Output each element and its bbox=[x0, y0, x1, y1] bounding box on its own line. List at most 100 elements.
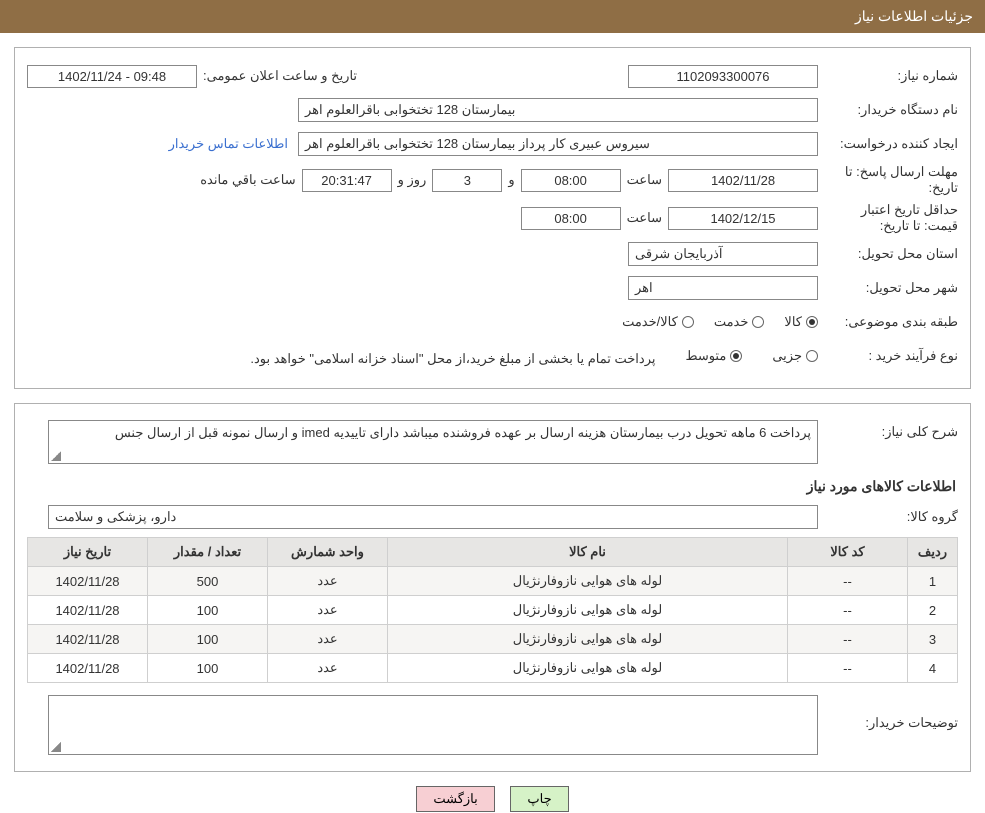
remaining-label: ساعت باقي مانده bbox=[200, 172, 295, 188]
th-row: ردیف bbox=[908, 538, 958, 567]
cat-service-option[interactable]: خدمت bbox=[714, 314, 765, 330]
table-cell: لوله های هوایی نازوفارنژیال bbox=[388, 625, 788, 654]
announce-field: 09:48 - 1402/11/24 bbox=[27, 65, 197, 88]
page-header: جزئیات اطلاعات نیاز bbox=[0, 0, 985, 33]
row-process: نوع فرآیند خرید : جزیی متوسط پرداخت تمام… bbox=[27, 342, 958, 370]
row-requester: ایجاد کننده درخواست: سیروس عبیری کار پرد… bbox=[27, 130, 958, 158]
table-cell: 1402/11/28 bbox=[28, 625, 148, 654]
proc-medium-option[interactable]: متوسط bbox=[685, 348, 742, 364]
row-validity: حداقل تاریخ اعتبار قیمت: تا تاریخ: 1402/… bbox=[27, 202, 958, 234]
buyer-org-label: نام دستگاه خریدار: bbox=[818, 102, 958, 118]
goods-section-title: اطلاعات کالاهای مورد نیاز bbox=[29, 478, 956, 495]
table-cell: -- bbox=[788, 596, 908, 625]
row-deadline: مهلت ارسال پاسخ: تا تاریخ: 1402/11/28 سا… bbox=[27, 164, 958, 196]
buyer-contact-link[interactable]: اطلاعات تماس خریدار bbox=[169, 136, 288, 152]
process-radio-group: جزیی متوسط bbox=[685, 348, 818, 364]
table-row: 1--لوله های هوایی نازوفارنژیالعدد5001402… bbox=[28, 567, 958, 596]
print-button[interactable]: چاپ bbox=[510, 786, 568, 812]
buyer-notes-label: توضیحات خریدار: bbox=[818, 695, 958, 731]
cat-both-option[interactable]: کالا/خدمت bbox=[622, 314, 694, 330]
table-cell: -- bbox=[788, 625, 908, 654]
table-row: 2--لوله های هوایی نازوفارنژیالعدد1001402… bbox=[28, 596, 958, 625]
city-field: اهر bbox=[628, 276, 818, 300]
deadline-time-field: 08:00 bbox=[521, 169, 621, 192]
table-cell: 3 bbox=[908, 625, 958, 654]
table-cell: -- bbox=[788, 654, 908, 683]
proc-medium-label: متوسط bbox=[685, 348, 726, 364]
proc-partial-label: جزیی bbox=[772, 348, 802, 364]
table-cell: لوله های هوایی نازوفارنژیال bbox=[388, 654, 788, 683]
page-title: جزئیات اطلاعات نیاز bbox=[855, 8, 973, 24]
process-note: پرداخت تمام یا بخشی از مبلغ خرید،از محل … bbox=[250, 351, 655, 367]
resize-handle-icon[interactable] bbox=[51, 742, 61, 752]
proc-partial-option[interactable]: جزیی bbox=[772, 348, 818, 364]
table-row: 3--لوله های هوایی نازوفارنژیالعدد1001402… bbox=[28, 625, 958, 654]
table-body: 1--لوله های هوایی نازوفارنژیالعدد5001402… bbox=[28, 567, 958, 683]
row-province: استان محل تحویل: آذربایجان شرقی bbox=[27, 240, 958, 268]
group-field: دارو، پزشکی و سلامت bbox=[48, 505, 818, 529]
row-need-number: شماره نیاز: 1102093300076 تاریخ و ساعت ا… bbox=[27, 62, 958, 90]
table-cell: 100 bbox=[148, 654, 268, 683]
th-name: نام کالا bbox=[388, 538, 788, 567]
row-group: گروه کالا: دارو، پزشکی و سلامت bbox=[27, 503, 958, 531]
table-cell: 100 bbox=[148, 625, 268, 654]
need-number-label: شماره نیاز: bbox=[818, 68, 958, 84]
th-qty: تعداد / مقدار bbox=[148, 538, 268, 567]
table-cell: 4 bbox=[908, 654, 958, 683]
table-cell: عدد bbox=[268, 654, 388, 683]
row-summary: شرح کلی نیاز: پرداخت 6 ماهه تحویل درب بی… bbox=[27, 420, 958, 464]
time-label-2: ساعت bbox=[627, 210, 662, 226]
countdown-field: 20:31:47 bbox=[302, 169, 392, 192]
table-cell: 1402/11/28 bbox=[28, 596, 148, 625]
main-info-panel: شماره نیاز: 1102093300076 تاریخ و ساعت ا… bbox=[14, 47, 971, 389]
table-cell: لوله های هوایی نازوفارنژیال bbox=[388, 567, 788, 596]
table-cell: 2 bbox=[908, 596, 958, 625]
requester-label: ایجاد کننده درخواست: bbox=[818, 136, 958, 152]
cat-service-label: خدمت bbox=[714, 314, 749, 330]
category-label: طبقه بندی موضوعی: bbox=[818, 314, 958, 330]
province-field: آذربایجان شرقی bbox=[628, 242, 818, 266]
radio-icon bbox=[806, 316, 818, 328]
validity-date-field: 1402/12/15 bbox=[668, 207, 818, 230]
group-label: گروه کالا: bbox=[818, 509, 958, 525]
row-city: شهر محل تحویل: اهر bbox=[27, 274, 958, 302]
validity-time-field: 08:00 bbox=[521, 207, 621, 230]
buyer-org-field: بیمارستان 128 تختخوابی باقرالعلوم اهر bbox=[298, 98, 818, 122]
process-label: نوع فرآیند خرید : bbox=[818, 348, 958, 364]
goods-table: ردیف کد کالا نام کالا واحد شمارش تعداد /… bbox=[27, 537, 958, 683]
resize-handle-icon[interactable] bbox=[51, 451, 61, 461]
radio-icon bbox=[682, 316, 694, 328]
cat-goods-option[interactable]: کالا bbox=[784, 314, 818, 330]
row-buyer-notes: توضیحات خریدار: bbox=[27, 695, 958, 755]
table-cell: -- bbox=[788, 567, 908, 596]
buyer-notes-textarea[interactable] bbox=[48, 695, 818, 755]
deadline-date-field: 1402/11/28 bbox=[668, 169, 818, 192]
city-label: شهر محل تحویل: bbox=[818, 280, 958, 296]
summary-text: پرداخت 6 ماهه تحویل درب بیمارستان هزینه … bbox=[115, 425, 811, 440]
row-category: طبقه بندی موضوعی: کالا خدمت کالا/خدمت bbox=[27, 308, 958, 336]
announce-label: تاریخ و ساعت اعلان عمومی: bbox=[203, 68, 357, 84]
radio-icon bbox=[730, 350, 742, 362]
table-cell: 500 bbox=[148, 567, 268, 596]
th-unit: واحد شمارش bbox=[268, 538, 388, 567]
deadline-label: مهلت ارسال پاسخ: تا تاریخ: bbox=[818, 164, 958, 196]
table-cell: عدد bbox=[268, 625, 388, 654]
table-cell: 100 bbox=[148, 596, 268, 625]
validity-label: حداقل تاریخ اعتبار قیمت: تا تاریخ: bbox=[818, 202, 958, 234]
summary-textarea[interactable]: پرداخت 6 ماهه تحویل درب بیمارستان هزینه … bbox=[48, 420, 818, 464]
summary-label: شرح کلی نیاز: bbox=[818, 420, 958, 440]
table-cell: عدد bbox=[268, 596, 388, 625]
table-cell: 1 bbox=[908, 567, 958, 596]
table-row: 4--لوله های هوایی نازوفارنژیالعدد1001402… bbox=[28, 654, 958, 683]
table-cell: 1402/11/28 bbox=[28, 654, 148, 683]
province-label: استان محل تحویل: bbox=[818, 246, 958, 262]
days-label: روز و bbox=[398, 172, 427, 188]
table-cell: 1402/11/28 bbox=[28, 567, 148, 596]
table-cell: لوله های هوایی نازوفارنژیال bbox=[388, 596, 788, 625]
and-label: و bbox=[508, 172, 514, 188]
radio-icon bbox=[806, 350, 818, 362]
requester-field: سیروس عبیری کار پرداز بیمارستان 128 تختخ… bbox=[298, 132, 818, 156]
time-label-1: ساعت bbox=[627, 172, 662, 188]
row-buyer-org: نام دستگاه خریدار: بیمارستان 128 تختخواب… bbox=[27, 96, 958, 124]
back-button[interactable]: بازگشت bbox=[416, 786, 494, 812]
